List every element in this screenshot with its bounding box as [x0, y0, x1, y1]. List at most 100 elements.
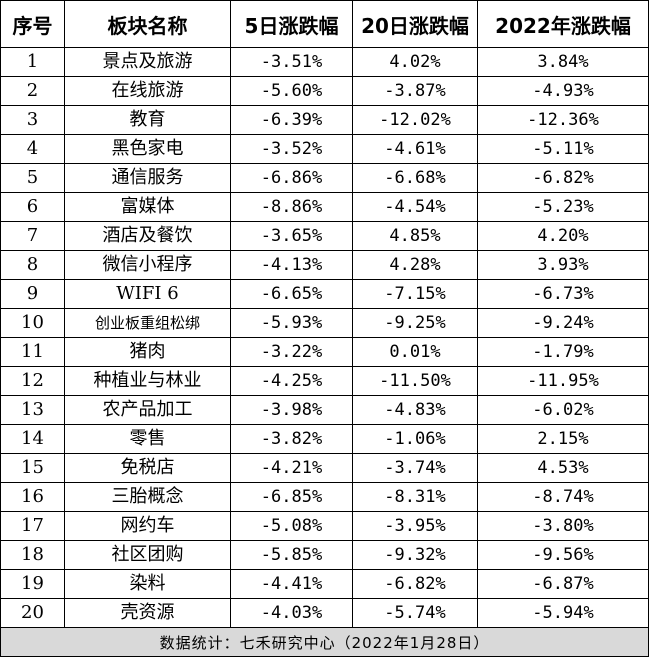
- change-20day-cell: -4.83%: [352, 395, 478, 425]
- change-2022-cell: -8.74%: [477, 482, 649, 512]
- table-row: 16 三胎概念 -6.85% -8.31% -8.74%: [0, 482, 649, 512]
- change-20day-cell: -5.74%: [352, 598, 478, 628]
- change-5day-cell: -6.39%: [230, 105, 353, 135]
- change-20day-cell: -7.15%: [352, 279, 478, 309]
- header-2022-change: 2022年涨跌幅: [477, 0, 649, 48]
- sector-name-cell: 富媒体: [64, 192, 231, 222]
- table-row: 8 微信小程序 -4.13% 4.28% 3.93%: [0, 250, 649, 280]
- change-20day-cell: -8.31%: [352, 482, 478, 512]
- change-20day-cell: -12.02%: [352, 105, 478, 135]
- change-20day-cell: 4.02%: [352, 47, 478, 77]
- row-index-cell: 7: [0, 221, 65, 251]
- change-5day-cell: -4.13%: [230, 250, 353, 280]
- row-index-cell: 1: [0, 47, 65, 77]
- sector-name-cell: 微信小程序: [64, 250, 231, 280]
- row-index-cell: 6: [0, 192, 65, 222]
- change-2022-cell: -6.73%: [477, 279, 649, 309]
- sector-name-cell: WIFI 6: [64, 279, 231, 309]
- change-5day-cell: -6.86%: [230, 163, 353, 193]
- table-row: 10 创业板重组松绑 -5.93% -9.25% -9.24%: [0, 308, 649, 338]
- table-row: 15 免税店 -4.21% -3.74% 4.53%: [0, 453, 649, 483]
- table-row: 12 种植业与林业 -4.25% -11.50% -11.95%: [0, 366, 649, 396]
- row-index-cell: 12: [0, 366, 65, 396]
- change-20day-cell: -3.87%: [352, 76, 478, 106]
- table-row: 6 富媒体 -8.86% -4.54% -5.23%: [0, 192, 649, 222]
- change-20day-cell: 0.01%: [352, 337, 478, 367]
- change-2022-cell: -11.95%: [477, 366, 649, 396]
- change-20day-cell: -6.82%: [352, 569, 478, 599]
- change-5day-cell: -6.85%: [230, 482, 353, 512]
- sector-name-cell: 黑色家电: [64, 134, 231, 164]
- row-index-cell: 20: [0, 598, 65, 628]
- change-20day-cell: -4.54%: [352, 192, 478, 222]
- change-20day-cell: 4.28%: [352, 250, 478, 280]
- row-index-cell: 16: [0, 482, 65, 512]
- change-2022-cell: -5.94%: [477, 598, 649, 628]
- row-index-cell: 10: [0, 308, 65, 338]
- sector-name-cell: 教育: [64, 105, 231, 135]
- change-20day-cell: 4.85%: [352, 221, 478, 251]
- table-row: 5 通信服务 -6.86% -6.68% -6.82%: [0, 163, 649, 193]
- sector-name-cell: 在线旅游: [64, 76, 231, 106]
- change-5day-cell: -3.22%: [230, 337, 353, 367]
- sector-name-cell: 农产品加工: [64, 395, 231, 425]
- row-index-cell: 11: [0, 337, 65, 367]
- table-row: 17 网约车 -5.08% -3.95% -3.80%: [0, 511, 649, 541]
- change-5day-cell: -8.86%: [230, 192, 353, 222]
- table-body: 1 景点及旅游 -3.51% 4.02% 3.84% 2 在线旅游 -5.60% -3.87% -…: [0, 47, 649, 628]
- table-row: 11 猪肉 -3.22% 0.01% -1.79%: [0, 337, 649, 367]
- table-row: 1 景点及旅游 -3.51% 4.02% 3.84%: [0, 47, 649, 77]
- sector-name-cell: 通信服务: [64, 163, 231, 193]
- table-row: 3 教育 -6.39% -12.02% -12.36%: [0, 105, 649, 135]
- change-5day-cell: -3.52%: [230, 134, 353, 164]
- table-row: 4 黑色家电 -3.52% -4.61% -5.11%: [0, 134, 649, 164]
- change-2022-cell: 3.93%: [477, 250, 649, 280]
- change-2022-cell: -5.23%: [477, 192, 649, 222]
- change-5day-cell: -3.82%: [230, 424, 353, 454]
- change-2022-cell: 2.15%: [477, 424, 649, 454]
- row-index-cell: 5: [0, 163, 65, 193]
- change-20day-cell: -9.25%: [352, 308, 478, 338]
- sector-name-cell: 猪肉: [64, 337, 231, 367]
- sector-name-cell: 壳资源: [64, 598, 231, 628]
- change-2022-cell: 4.20%: [477, 221, 649, 251]
- sector-name-cell: 网约车: [64, 511, 231, 541]
- change-5day-cell: -3.65%: [230, 221, 353, 251]
- change-20day-cell: -3.95%: [352, 511, 478, 541]
- row-index-cell: 9: [0, 279, 65, 309]
- header-5day-change: 5日涨跌幅: [230, 0, 353, 48]
- change-5day-cell: -6.65%: [230, 279, 353, 309]
- change-2022-cell: -3.80%: [477, 511, 649, 541]
- footer-row: 数据统计：七禾研究中心（2022年1月28日）: [0, 627, 649, 657]
- row-index-cell: 14: [0, 424, 65, 454]
- header-sector-name: 板块名称: [64, 0, 231, 48]
- row-index-cell: 17: [0, 511, 65, 541]
- change-5day-cell: -4.03%: [230, 598, 353, 628]
- sector-name-cell: 染料: [64, 569, 231, 599]
- row-index-cell: 2: [0, 76, 65, 106]
- row-index-cell: 3: [0, 105, 65, 135]
- table-row: 20 壳资源 -4.03% -5.74% -5.94%: [0, 598, 649, 628]
- change-20day-cell: -11.50%: [352, 366, 478, 396]
- change-5day-cell: -3.51%: [230, 47, 353, 77]
- table-row: 2 在线旅游 -5.60% -3.87% -4.93%: [0, 76, 649, 106]
- change-2022-cell: -1.79%: [477, 337, 649, 367]
- change-5day-cell: -3.98%: [230, 395, 353, 425]
- change-20day-cell: -1.06%: [352, 424, 478, 454]
- table-row: 14 零售 -3.82% -1.06% 2.15%: [0, 424, 649, 454]
- change-20day-cell: -6.68%: [352, 163, 478, 193]
- header-row: 序号 板块名称 5日涨跌幅 20日涨跌幅 2022年涨跌幅: [0, 0, 649, 48]
- change-2022-cell: -6.87%: [477, 569, 649, 599]
- sector-name-cell: 景点及旅游: [64, 47, 231, 77]
- row-index-cell: 18: [0, 540, 65, 570]
- sector-name-cell: 创业板重组松绑: [64, 308, 231, 338]
- header-20day-change: 20日涨跌幅: [352, 0, 478, 48]
- table-row: 9 WIFI 6 -6.65% -7.15% -6.73%: [0, 279, 649, 309]
- row-index-cell: 19: [0, 569, 65, 599]
- sector-name-cell: 零售: [64, 424, 231, 454]
- row-index-cell: 4: [0, 134, 65, 164]
- change-2022-cell: 4.53%: [477, 453, 649, 483]
- table-row: 7 酒店及餐饮 -3.65% 4.85% 4.20%: [0, 221, 649, 251]
- row-index-cell: 13: [0, 395, 65, 425]
